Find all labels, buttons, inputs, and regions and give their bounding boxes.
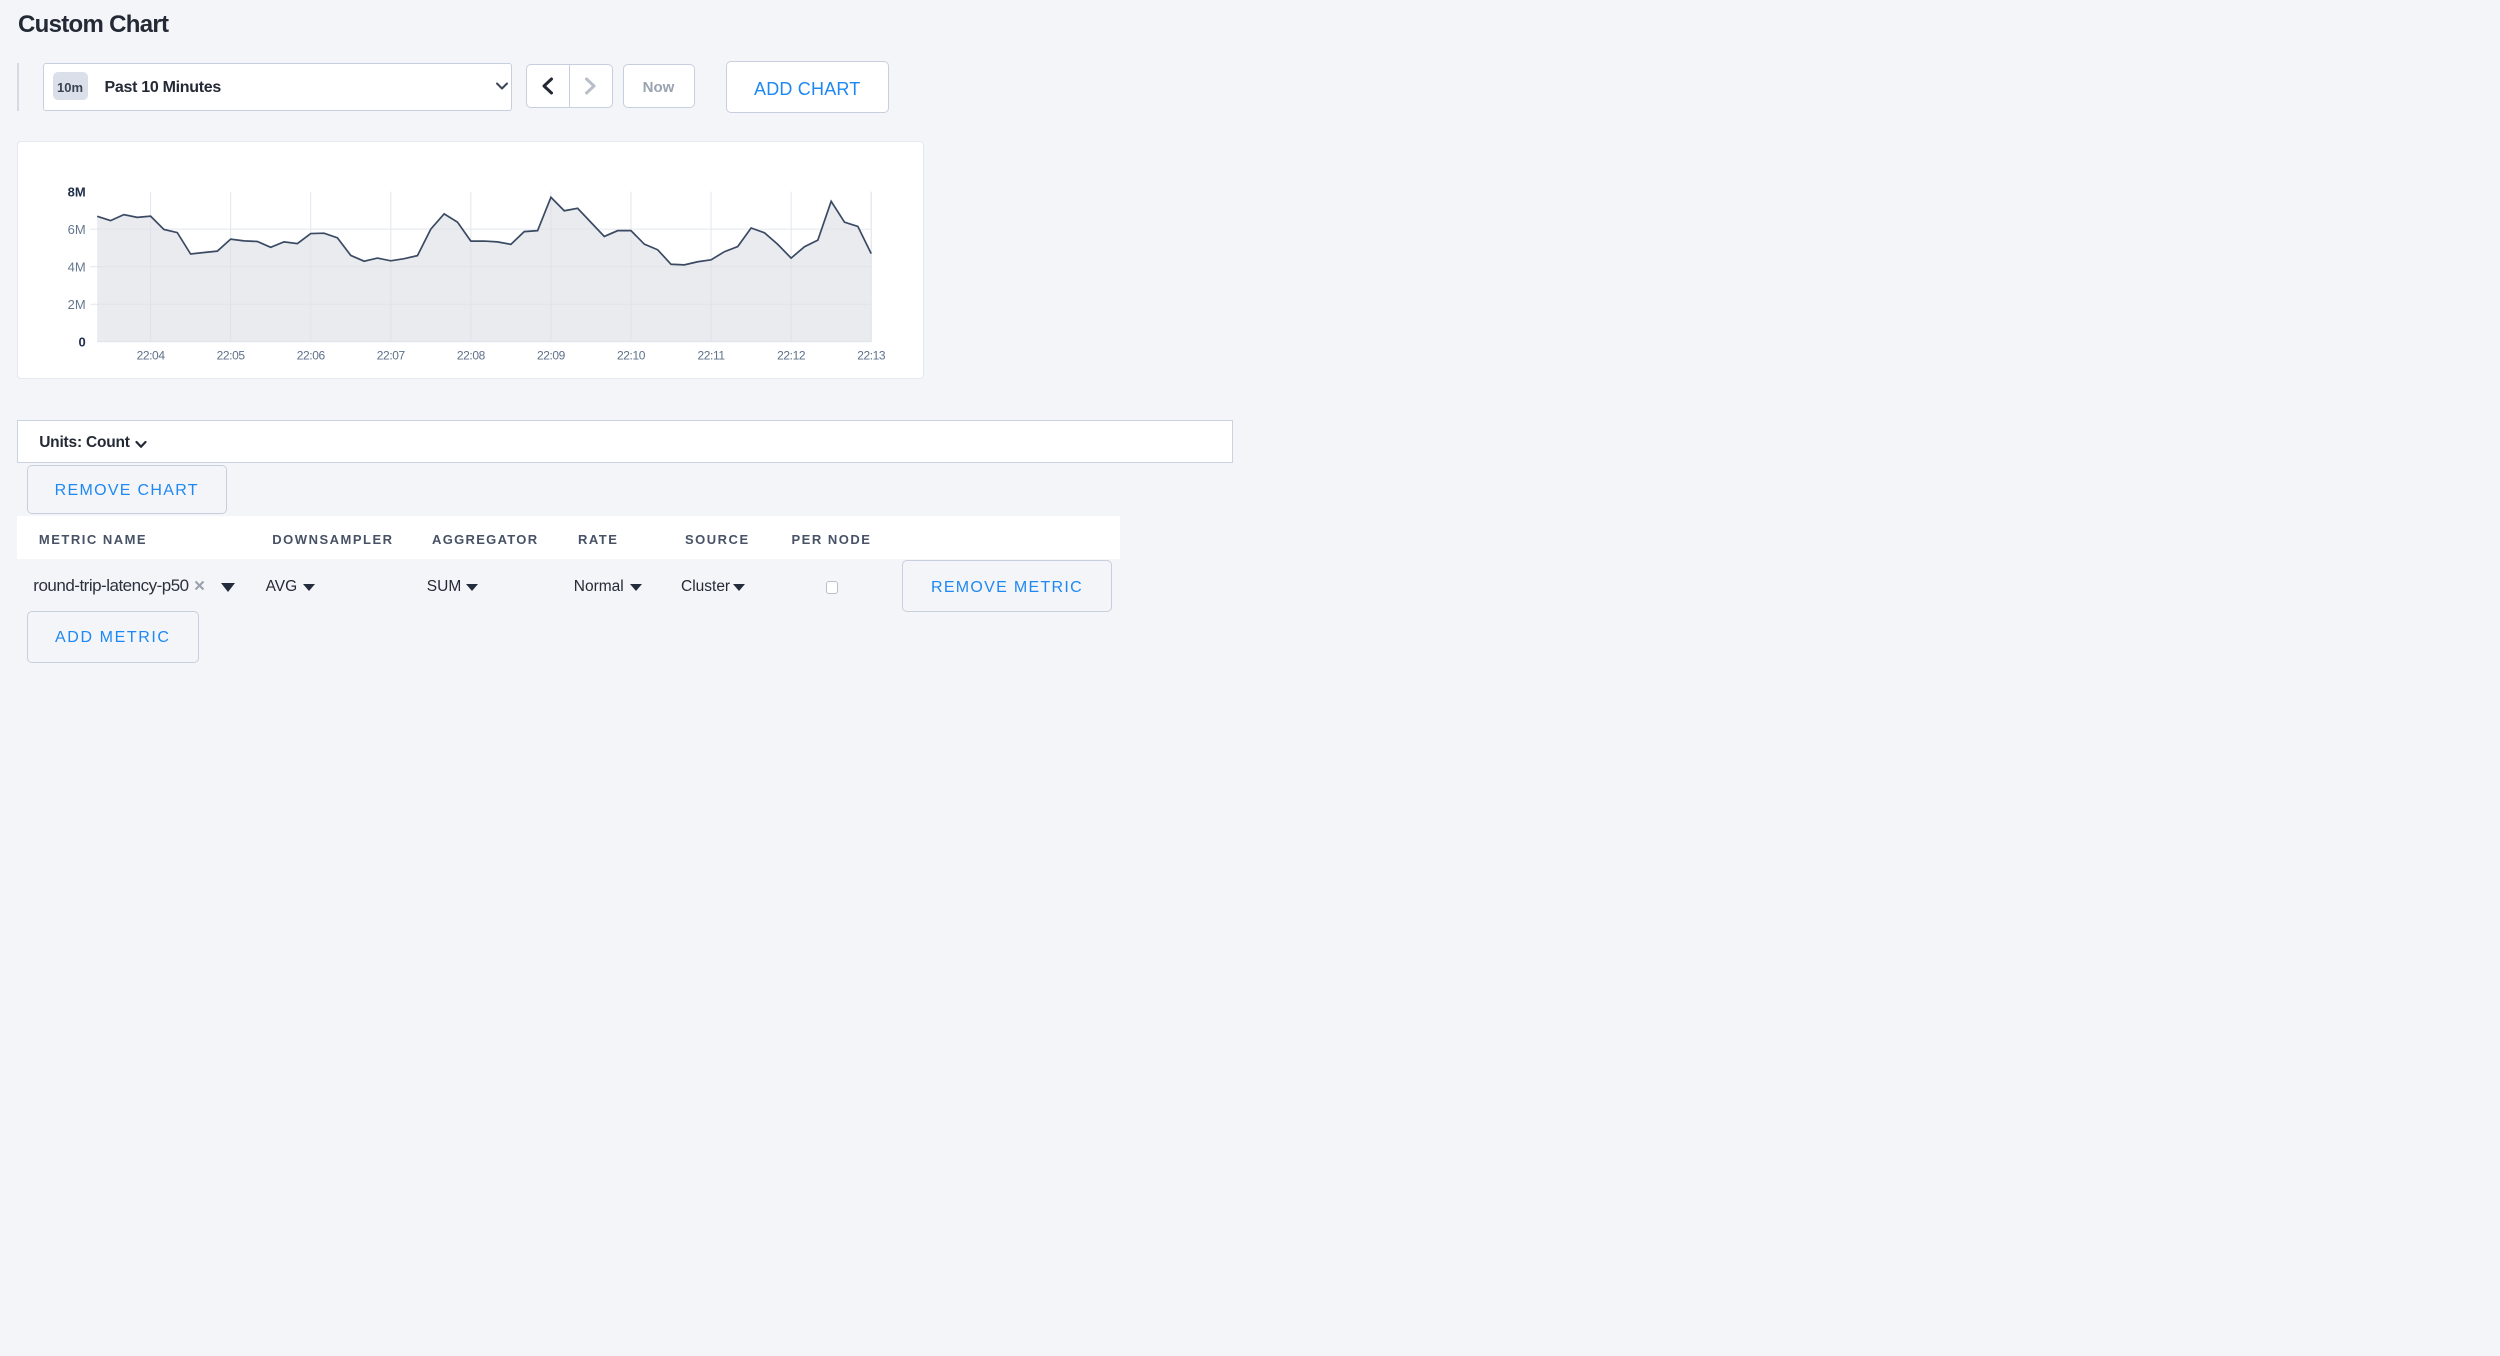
svg-text:6M: 6M <box>67 222 85 237</box>
svg-text:22:05: 22:05 <box>216 348 245 362</box>
svg-text:22:07: 22:07 <box>377 348 406 362</box>
svg-text:2M: 2M <box>67 297 85 312</box>
svg-text:22:06: 22:06 <box>297 348 326 362</box>
svg-text:22:11: 22:11 <box>697 348 725 362</box>
svg-text:22:04: 22:04 <box>136 348 165 362</box>
svg-text:22:08: 22:08 <box>457 348 486 362</box>
svg-text:22:09: 22:09 <box>537 348 566 362</box>
svg-text:22:12: 22:12 <box>777 348 806 362</box>
svg-text:4M: 4M <box>67 259 85 274</box>
svg-text:22:13: 22:13 <box>857 348 886 362</box>
svg-text:22:10: 22:10 <box>617 348 646 362</box>
svg-text:0: 0 <box>78 334 85 349</box>
svg-text:8M: 8M <box>67 184 85 199</box>
